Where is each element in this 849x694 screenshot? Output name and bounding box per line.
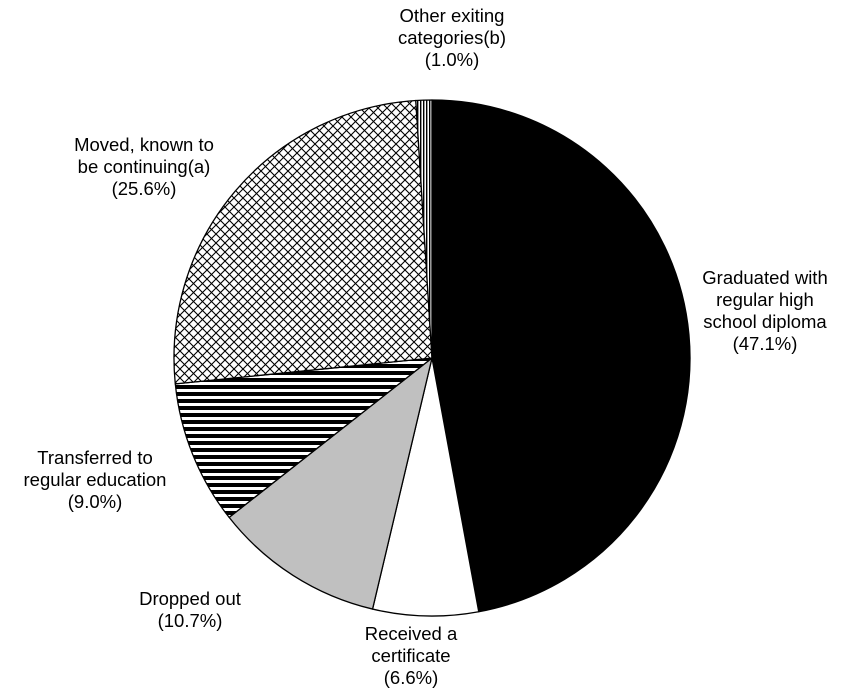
slice-label-line: (9.0%) [68, 491, 123, 512]
slice-label-line: Dropped out [139, 588, 241, 609]
slice-label-line: (25.6%) [112, 178, 177, 199]
slice-label-line: (1.0%) [425, 49, 480, 70]
slice-label-4: Transferred to regular education (9.0%) [24, 447, 167, 512]
slice-label-line: regular education [24, 469, 167, 490]
slice-label-line: (47.1%) [733, 333, 798, 354]
slice-label-1: Graduated with regular high school diploma… [702, 267, 827, 354]
slice-label-line: Transferred to [37, 447, 153, 468]
pie-slices [173, 99, 691, 617]
slice-label-line: Graduated with [702, 267, 827, 288]
pie-slice-6 [415, 99, 433, 359]
pie-slice-5 [173, 99, 433, 385]
slice-label-3: Dropped out (10.7%) [139, 588, 241, 631]
pie-slice-1 [431, 99, 691, 613]
pie-slice-4 [174, 357, 433, 519]
slice-label-line: be continuing(a) [78, 156, 211, 177]
slice-label-line: (6.6%) [384, 667, 439, 688]
slice-label-line: certificate [371, 645, 450, 666]
slice-label-line: Moved, known to [74, 134, 214, 155]
slice-label-line: categories(b) [398, 27, 506, 48]
slice-label-5: Moved, known to be continuing(a) (25.6%) [74, 134, 214, 199]
slice-label-6: Other exiting categories(b) (1.0%) [398, 5, 506, 70]
slice-label-line: Received a [365, 623, 458, 644]
pie-labels: Graduated with regular high school diploma… [24, 5, 828, 688]
slice-label-line: (10.7%) [158, 610, 223, 631]
slice-label-line: regular high [716, 289, 814, 310]
slice-label-line: school diploma [703, 311, 827, 332]
pie-slice-3 [228, 357, 433, 610]
slice-label-2: Received a certificate (6.6%) [365, 623, 458, 688]
slice-label-line: Other exiting [400, 5, 505, 26]
